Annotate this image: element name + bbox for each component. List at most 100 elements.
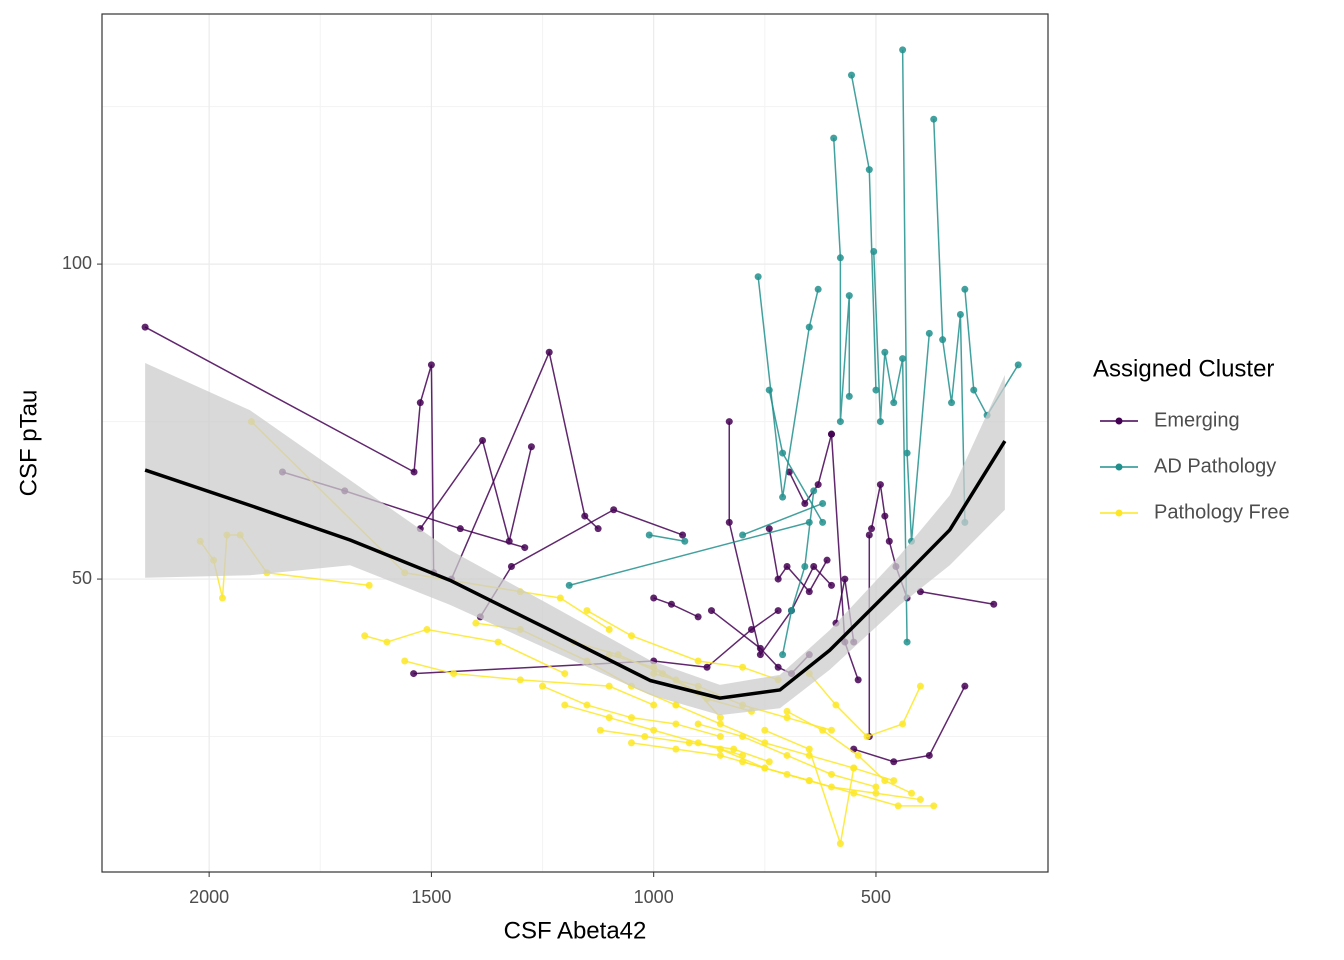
point: [823, 556, 831, 564]
point: [836, 840, 844, 848]
legend-key-point: [1115, 417, 1123, 425]
point: [870, 247, 878, 255]
point: [783, 751, 791, 759]
point: [605, 682, 613, 690]
point: [716, 720, 724, 728]
point: [754, 273, 762, 281]
point: [916, 682, 924, 690]
point: [667, 600, 675, 608]
point: [516, 676, 524, 684]
point: [472, 619, 480, 627]
point: [450, 670, 458, 678]
point: [801, 499, 809, 507]
point: [410, 670, 418, 678]
legend-key-point: [1115, 463, 1123, 471]
point: [805, 745, 813, 753]
point: [596, 726, 604, 734]
point: [361, 632, 369, 640]
point: [836, 254, 844, 262]
point: [894, 802, 902, 810]
point: [507, 562, 515, 570]
trajectory-line: [901, 49, 931, 542]
point: [863, 733, 871, 741]
point: [903, 638, 911, 646]
point: [583, 607, 591, 615]
point: [605, 714, 613, 722]
point: [805, 323, 813, 331]
point: [739, 758, 747, 766]
point: [765, 386, 773, 394]
point: [627, 739, 635, 747]
point: [672, 701, 680, 709]
point: [561, 701, 569, 709]
point: [970, 386, 978, 394]
trajectory-line: [788, 433, 833, 505]
x-tick-label: 500: [861, 887, 891, 907]
point: [841, 575, 849, 583]
point: [765, 758, 773, 766]
point: [845, 292, 853, 300]
point: [725, 418, 733, 426]
point: [845, 392, 853, 400]
point: [774, 575, 782, 583]
point: [779, 651, 787, 659]
point: [521, 544, 529, 552]
point: [681, 537, 689, 545]
trajectory-line: [781, 490, 815, 655]
x-tick-label: 1500: [411, 887, 451, 907]
point: [948, 399, 956, 407]
trajectory-line: [920, 590, 994, 606]
x-tick-label: 1000: [634, 887, 674, 907]
point: [383, 638, 391, 646]
point: [925, 751, 933, 759]
point: [707, 607, 715, 615]
trajectory-line: [728, 421, 833, 657]
point: [865, 166, 873, 174]
point: [916, 796, 924, 804]
point: [783, 714, 791, 722]
point: [694, 720, 702, 728]
point: [645, 531, 653, 539]
legend-key-point: [1115, 509, 1123, 517]
point: [890, 777, 898, 785]
point: [881, 777, 889, 785]
point: [672, 720, 680, 728]
point: [828, 430, 836, 438]
point: [890, 758, 898, 766]
point: [872, 789, 880, 797]
x-tick-label: 2000: [189, 887, 229, 907]
point: [650, 701, 658, 709]
point: [594, 525, 602, 533]
point: [810, 487, 818, 495]
point: [410, 468, 418, 476]
point: [783, 562, 791, 570]
point: [561, 670, 569, 678]
point: [828, 770, 836, 778]
point: [641, 733, 649, 741]
point: [899, 720, 907, 728]
point: [899, 46, 907, 54]
point: [876, 418, 884, 426]
point: [876, 481, 884, 489]
point: [961, 682, 969, 690]
point: [865, 531, 873, 539]
legend-label: Pathology Free: [1154, 501, 1290, 523]
point: [494, 638, 502, 646]
point: [850, 764, 858, 772]
point: [761, 726, 769, 734]
point: [545, 348, 553, 356]
point: [365, 581, 373, 589]
legend-title: Assigned Cluster: [1093, 355, 1274, 382]
point: [814, 481, 822, 489]
point: [810, 562, 818, 570]
point: [479, 436, 487, 444]
point: [848, 71, 856, 79]
point: [739, 733, 747, 741]
point: [423, 625, 431, 633]
point: [779, 493, 787, 501]
legend-label: AD Pathology: [1154, 455, 1276, 477]
point: [685, 739, 693, 747]
confidence-ribbon: [145, 362, 1005, 716]
point: [725, 518, 733, 526]
